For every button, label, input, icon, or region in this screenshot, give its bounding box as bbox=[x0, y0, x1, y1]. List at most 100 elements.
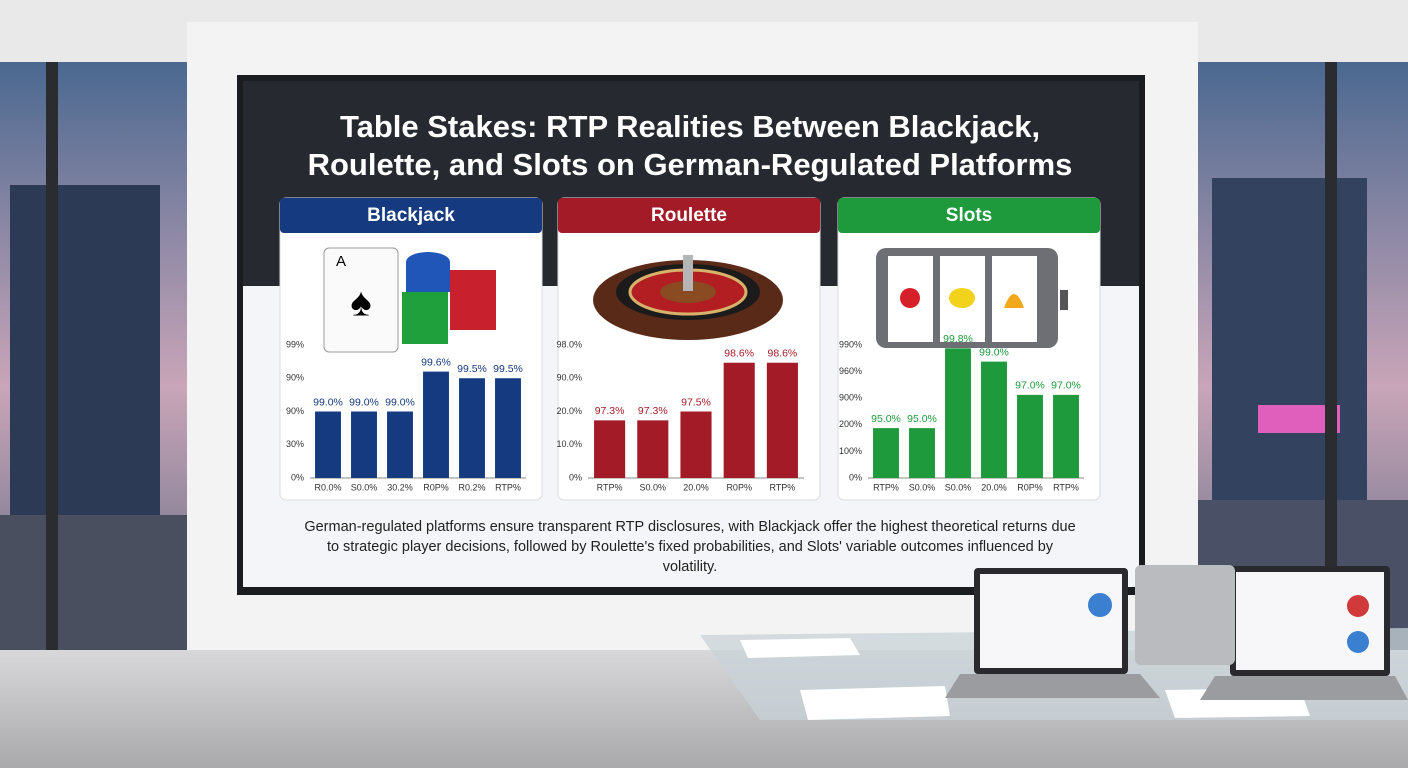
pie-icon bbox=[1347, 595, 1369, 617]
bar bbox=[945, 348, 971, 478]
laptop-base bbox=[945, 674, 1160, 698]
caption: German-regulated platforms ensure transp… bbox=[304, 519, 1076, 575]
laptop-screen bbox=[980, 574, 1122, 668]
panel-title: Slots bbox=[946, 205, 992, 226]
bar bbox=[351, 411, 377, 478]
y-axis-label: 10.0% bbox=[556, 439, 582, 449]
value-label: 98.6% bbox=[768, 348, 798, 360]
bar bbox=[459, 378, 485, 478]
panel-header bbox=[280, 198, 542, 233]
value-label: 99.6% bbox=[421, 356, 451, 368]
roulette-spindle bbox=[683, 255, 693, 291]
y-axis-label: 960% bbox=[839, 366, 862, 376]
bar bbox=[423, 371, 449, 478]
y-axis-label: 98.0% bbox=[556, 339, 582, 349]
x-tick-label: R0P% bbox=[726, 482, 752, 492]
x-tick-label: S0.0% bbox=[351, 482, 378, 492]
card bbox=[323, 247, 399, 353]
card-icon: ♠ bbox=[350, 281, 371, 325]
panel-title: Roulette bbox=[651, 205, 727, 226]
mullion bbox=[46, 62, 58, 652]
value-label: 97.3% bbox=[638, 405, 668, 417]
chip-stack bbox=[450, 270, 496, 330]
street bbox=[0, 515, 190, 655]
x-tick-label: RTP% bbox=[873, 482, 899, 492]
value-label: 99.5% bbox=[457, 363, 487, 375]
value-label: 95.0% bbox=[871, 413, 901, 425]
bar bbox=[1017, 394, 1043, 478]
y-axis-label: 90% bbox=[286, 373, 304, 383]
x-tick-label: RTP% bbox=[769, 482, 795, 492]
bar bbox=[594, 420, 626, 478]
value-label: 97.5% bbox=[681, 396, 711, 408]
pie-icon bbox=[1088, 593, 1112, 617]
x-tick-label: R0P% bbox=[1017, 482, 1043, 492]
y-axis-label: 990% bbox=[839, 339, 862, 349]
value-label: 99.0% bbox=[979, 346, 1009, 358]
cherry-icon bbox=[900, 288, 920, 308]
slot-lever bbox=[1060, 290, 1068, 310]
x-tick-label: 30.2% bbox=[387, 482, 413, 492]
chip-stack bbox=[402, 292, 448, 344]
panel-header bbox=[558, 198, 820, 233]
y-axis-label: 0% bbox=[291, 472, 304, 482]
chip-stack bbox=[406, 262, 450, 292]
y-axis-label: 99% bbox=[286, 339, 304, 349]
bar bbox=[387, 411, 413, 478]
card-icon: A bbox=[336, 253, 346, 270]
y-axis-label: 200% bbox=[839, 419, 862, 429]
value-label: 97.0% bbox=[1051, 380, 1081, 392]
x-tick-label: S0.0% bbox=[945, 482, 972, 492]
title: Table Stakes: RTP Realities Between Blac… bbox=[307, 109, 1073, 182]
bell-icon bbox=[1004, 294, 1024, 308]
panel-title: Blackjack bbox=[367, 205, 455, 226]
paper bbox=[740, 638, 860, 658]
roulette-hub bbox=[660, 281, 716, 303]
x-tick-label: RTP% bbox=[1053, 482, 1079, 492]
bar bbox=[637, 420, 669, 478]
y-axis-label: 30% bbox=[286, 439, 304, 449]
value-label: 97.0% bbox=[1015, 380, 1045, 392]
x-tick-label: 20.0% bbox=[683, 482, 709, 492]
y-axis-label: 0% bbox=[569, 472, 582, 482]
y-axis-label: 0% bbox=[849, 472, 862, 482]
panel-header bbox=[838, 198, 1100, 233]
y-axis-label: 900% bbox=[839, 393, 862, 403]
value-label: 99.0% bbox=[385, 396, 415, 408]
bar bbox=[315, 411, 341, 478]
bar bbox=[909, 428, 935, 478]
y-axis-label: 90.0% bbox=[556, 373, 582, 383]
y-axis-label: 90% bbox=[286, 406, 304, 416]
laptop-base bbox=[1200, 676, 1408, 700]
laptop-screen bbox=[1236, 572, 1384, 670]
value-label: 99.8% bbox=[943, 333, 973, 345]
x-tick-label: R0.2% bbox=[458, 482, 485, 492]
building bbox=[1212, 178, 1367, 518]
y-axis-label: 20.0% bbox=[556, 406, 582, 416]
value-label: 99.5% bbox=[493, 363, 523, 375]
value-label: 99.0% bbox=[313, 396, 343, 408]
x-tick-label: R0P% bbox=[423, 482, 449, 492]
x-tick-label: S0.0% bbox=[640, 482, 667, 492]
bar bbox=[981, 361, 1007, 478]
x-tick-label: RTP% bbox=[495, 482, 521, 492]
y-axis-label: 100% bbox=[839, 446, 862, 456]
pie-icon bbox=[1347, 631, 1369, 653]
x-tick-label: 20.0% bbox=[981, 482, 1007, 492]
value-label: 97.3% bbox=[595, 405, 625, 417]
building bbox=[10, 185, 160, 515]
bar bbox=[680, 411, 712, 478]
laptop-back bbox=[1135, 565, 1235, 665]
bar bbox=[495, 378, 521, 478]
bar bbox=[766, 362, 798, 478]
value-label: 99.0% bbox=[349, 396, 379, 408]
bar bbox=[1053, 394, 1079, 478]
bar bbox=[873, 428, 899, 478]
bar bbox=[723, 362, 755, 478]
paper bbox=[800, 686, 950, 720]
value-label: 95.0% bbox=[907, 413, 937, 425]
value-label: 98.6% bbox=[724, 348, 754, 360]
x-tick-label: R0.0% bbox=[314, 482, 341, 492]
